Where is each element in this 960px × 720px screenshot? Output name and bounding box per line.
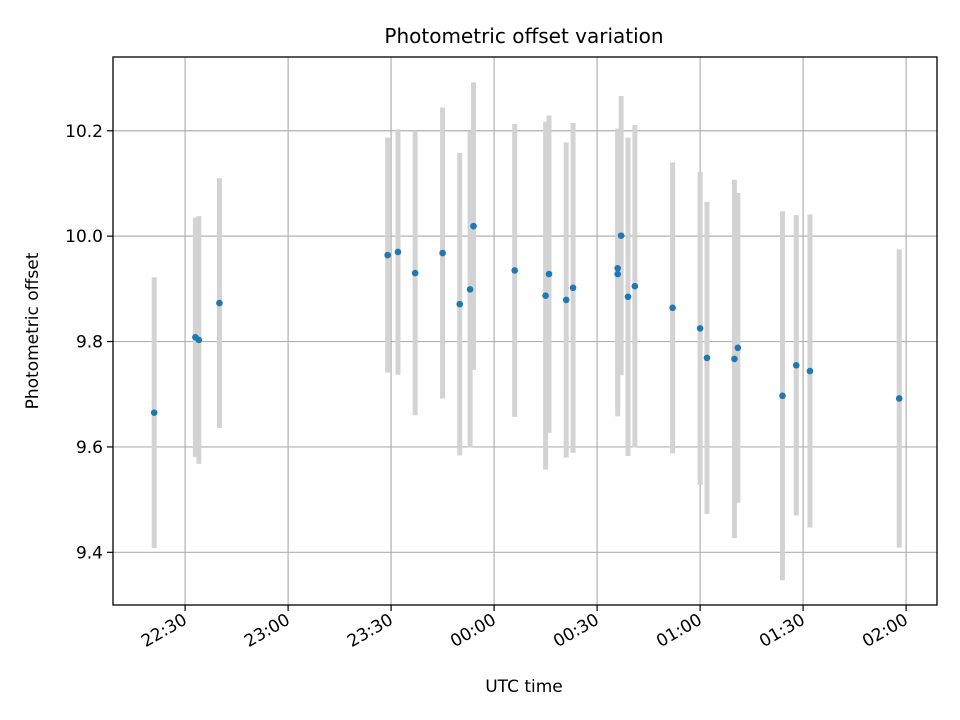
data-point [614,264,621,272]
data-point [411,269,419,277]
data-point [195,336,203,344]
y-tick-label: 10.0 [65,227,103,247]
y-axis-ticks: 9.4 9.6 9.8 10.0 10.2 [65,122,113,563]
data-point [734,344,742,352]
data-point [731,355,738,363]
x-tick-label: 22:30 [138,610,190,652]
data-point [511,267,518,274]
data-point [562,296,570,304]
plot-frame [112,56,938,606]
chart-title: Photometric offset variation [384,24,663,48]
data-point [466,286,474,293]
y-tick-label: 10.2 [65,122,103,142]
y-tick-label: 9.6 [76,438,103,458]
y-axis-title: Photometric offset [23,252,43,409]
data-point [545,270,553,278]
grid [113,57,937,605]
data-point [696,325,704,332]
y-tick-label: 9.8 [76,333,103,353]
data-point [569,284,577,292]
data-point [703,354,711,362]
x-tick-label: 23:00 [241,610,293,652]
data-point [895,395,903,402]
data-point [470,222,477,230]
data-point [542,292,549,299]
y-tick-label: 9.4 [76,543,103,563]
data-point [806,367,814,375]
data-point [624,293,632,301]
data-point [384,251,391,259]
x-axis-ticks: 22:30 23:00 23:30 00:00 00:30 01:00 01:30 02:00 [138,605,912,652]
data-point [617,232,625,239]
data-point [614,270,621,278]
x-tick-label: 02:00 [859,610,911,652]
data-point [669,304,676,312]
data-point [439,249,446,257]
data-point [394,248,402,256]
x-tick-label: 00:00 [447,610,499,652]
data-point [150,409,158,416]
x-tick-label: 01:00 [653,610,705,652]
x-axis-title: UTC time [485,677,563,697]
x-tick-label: 01:30 [756,610,808,652]
data-point [779,392,786,400]
data-point [792,361,800,369]
data-point [456,300,464,308]
x-tick-label: 00:30 [550,610,602,652]
data-points [150,222,903,416]
error-bars [151,82,902,581]
x-tick-label: 23:30 [344,610,396,652]
data-point [216,299,223,307]
data-point [631,282,639,290]
